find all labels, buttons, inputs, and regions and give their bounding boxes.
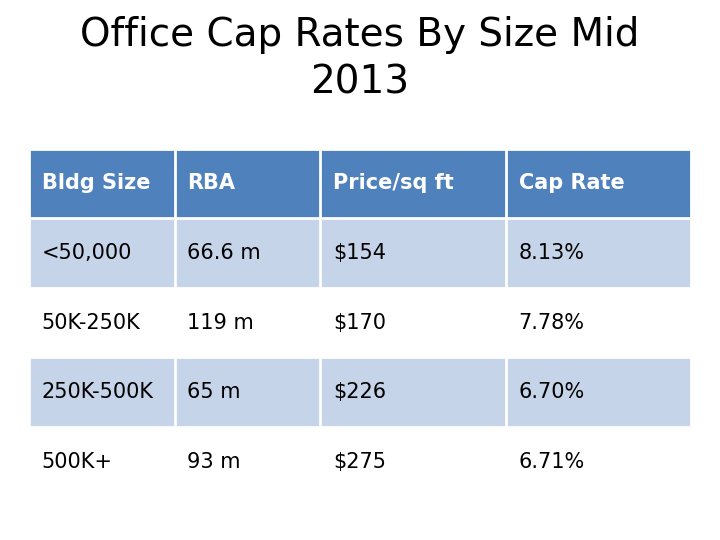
Bar — [174, 427, 320, 497]
Bar — [29, 427, 174, 497]
Bar — [505, 357, 691, 427]
Bar — [505, 148, 691, 218]
Bar — [505, 218, 691, 288]
Bar — [29, 357, 174, 427]
Bar — [320, 148, 505, 218]
Text: RBA: RBA — [187, 173, 235, 193]
Text: Price/sq ft: Price/sq ft — [333, 173, 454, 193]
Text: 6.71%: 6.71% — [518, 452, 585, 472]
Bar — [320, 427, 505, 497]
Text: 93 m: 93 m — [187, 452, 241, 472]
Text: $170: $170 — [333, 313, 386, 333]
Bar — [320, 288, 505, 357]
Text: Cap Rate: Cap Rate — [518, 173, 624, 193]
Bar — [29, 288, 174, 357]
Text: 65 m: 65 m — [187, 382, 241, 402]
Text: 50K-250K: 50K-250K — [42, 313, 140, 333]
Bar — [174, 288, 320, 357]
Text: 500K+: 500K+ — [42, 452, 113, 472]
Bar — [505, 288, 691, 357]
Text: Bldg Size: Bldg Size — [42, 173, 150, 193]
Bar — [29, 218, 174, 288]
Text: 7.78%: 7.78% — [518, 313, 585, 333]
Bar — [174, 357, 320, 427]
Text: 66.6 m: 66.6 m — [187, 243, 261, 263]
Text: Office Cap Rates By Size Mid
2013: Office Cap Rates By Size Mid 2013 — [81, 16, 639, 101]
Text: 8.13%: 8.13% — [518, 243, 585, 263]
Bar — [174, 148, 320, 218]
Bar — [174, 218, 320, 288]
Text: $154: $154 — [333, 243, 386, 263]
Bar — [505, 427, 691, 497]
Text: $275: $275 — [333, 452, 386, 472]
Text: 119 m: 119 m — [187, 313, 254, 333]
Text: 6.70%: 6.70% — [518, 382, 585, 402]
Bar — [320, 357, 505, 427]
Text: <50,000: <50,000 — [42, 243, 132, 263]
Text: 250K-500K: 250K-500K — [42, 382, 154, 402]
Bar — [320, 218, 505, 288]
Text: $226: $226 — [333, 382, 387, 402]
Bar — [29, 148, 174, 218]
